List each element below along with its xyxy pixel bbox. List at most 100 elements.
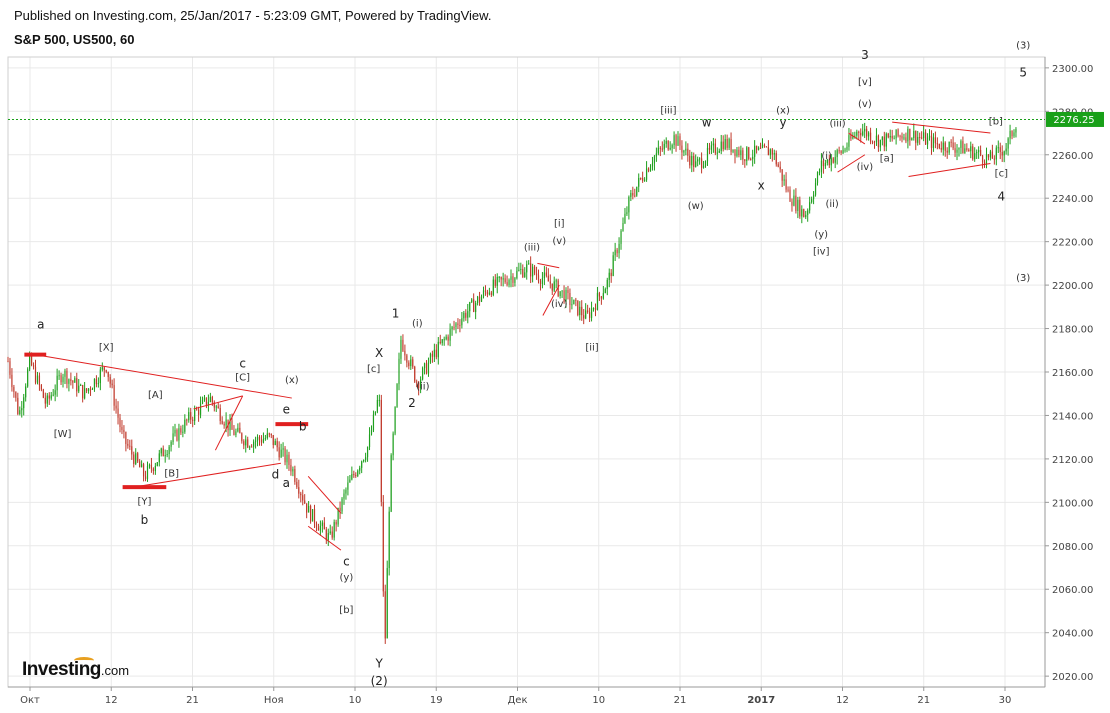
investing-logo[interactable]: Investing.com: [22, 657, 129, 681]
candle-body: [587, 310, 589, 313]
candle-body: [604, 289, 606, 294]
candle-body: [1005, 148, 1007, 152]
candle-body: [649, 166, 652, 172]
candle-body: [290, 464, 292, 472]
candle-body: [909, 128, 911, 141]
candle-body: [632, 193, 634, 196]
candle-body: [288, 454, 290, 465]
wave-label: [iv]: [813, 247, 830, 258]
candle-body: [844, 149, 846, 151]
wave-label: [X]: [99, 342, 114, 353]
candle-body: [991, 151, 993, 159]
candle-body: [150, 464, 153, 469]
candle-body: [852, 135, 854, 139]
candle-body: [732, 149, 734, 152]
candle-body: [708, 147, 711, 150]
candle-body: [891, 135, 893, 139]
candle-body: [300, 493, 302, 496]
candle-body: [838, 150, 840, 152]
candle-body: [84, 388, 86, 399]
candle-body: [211, 396, 213, 403]
candle-body: [710, 145, 713, 150]
candle-body: [579, 306, 581, 316]
candle-body: [547, 275, 549, 282]
candle-body: [306, 503, 308, 513]
candle-body: [15, 391, 17, 398]
candle-body: [304, 500, 306, 504]
candle-body: [32, 365, 35, 367]
candle-body: [926, 137, 929, 145]
wave-labels: a[X][W][A][B][Y]bc[C] (x)ebdac(y)[b]Y(2)1…: [37, 40, 1030, 688]
candle-body: [331, 531, 333, 538]
candle-body: [95, 378, 98, 385]
candle-body: [278, 447, 280, 458]
candle-body: [329, 531, 331, 534]
candle-body: [712, 143, 714, 146]
candle-body: [68, 379, 70, 384]
candle-body: [48, 395, 50, 399]
candle-body: [482, 290, 485, 297]
candle-body: [699, 158, 701, 160]
candle-body: [793, 195, 795, 206]
candle-body: [260, 439, 263, 443]
candle-body: [101, 367, 103, 370]
candle-body: [262, 439, 265, 443]
y-tick-label: 2160.00: [1052, 368, 1093, 379]
candle-body: [201, 399, 204, 404]
candle-body: [915, 130, 917, 143]
y-tick-label: 2200.00: [1052, 281, 1093, 292]
candle-body: [351, 474, 353, 480]
candle-body: [934, 137, 937, 144]
candle-body: [655, 153, 657, 157]
candle-body: [514, 278, 516, 283]
candle-body: [871, 141, 874, 143]
candle-body: [642, 178, 644, 181]
candle-body: [74, 378, 76, 383]
candle-body: [809, 202, 811, 211]
candle-body: [612, 255, 614, 277]
candle-body: [706, 147, 709, 162]
candle-body: [308, 505, 310, 513]
candle-body: [394, 406, 396, 434]
candle-body: [190, 412, 192, 420]
candle-body: [476, 296, 479, 304]
logo-swoosh-icon: [74, 657, 94, 664]
candle-body: [697, 159, 699, 162]
candle-body: [258, 437, 261, 440]
candle-body: [681, 145, 683, 153]
candle-body: [36, 375, 39, 383]
candle-body: [614, 249, 616, 256]
candle-body: [799, 199, 801, 217]
candle-body: [683, 150, 685, 153]
candle-body: [569, 293, 571, 305]
wave-label: a: [37, 318, 44, 332]
candle-body: [722, 141, 724, 150]
candle-body: [453, 326, 455, 328]
trend-line: [214, 395, 244, 451]
publish-info: Published on Investing.com, 25/Jan/2017 …: [14, 8, 492, 23]
wave-label: (y): [814, 229, 828, 240]
candle-body: [335, 522, 337, 525]
wave-label: (iii): [524, 242, 540, 253]
candle-body: [349, 479, 351, 483]
candle-body: [510, 276, 512, 280]
candle-body: [1013, 132, 1015, 137]
candle-body: [52, 394, 54, 396]
candle-body: [317, 527, 320, 531]
candle-body: [693, 155, 695, 167]
candle-body: [592, 307, 595, 309]
candle-body: [549, 281, 551, 284]
candle-body: [775, 153, 777, 165]
candle-body: [235, 431, 237, 435]
candle-body: [99, 369, 101, 384]
candle-body: [127, 443, 129, 446]
candle-body: [923, 132, 925, 139]
candle-body: [704, 161, 707, 166]
candle-body: [987, 154, 990, 158]
candle-body: [964, 148, 966, 154]
wave-label: (iii): [830, 119, 846, 130]
candle-body: [724, 138, 726, 150]
candle-body: [44, 397, 46, 404]
candle-body: [439, 341, 441, 344]
